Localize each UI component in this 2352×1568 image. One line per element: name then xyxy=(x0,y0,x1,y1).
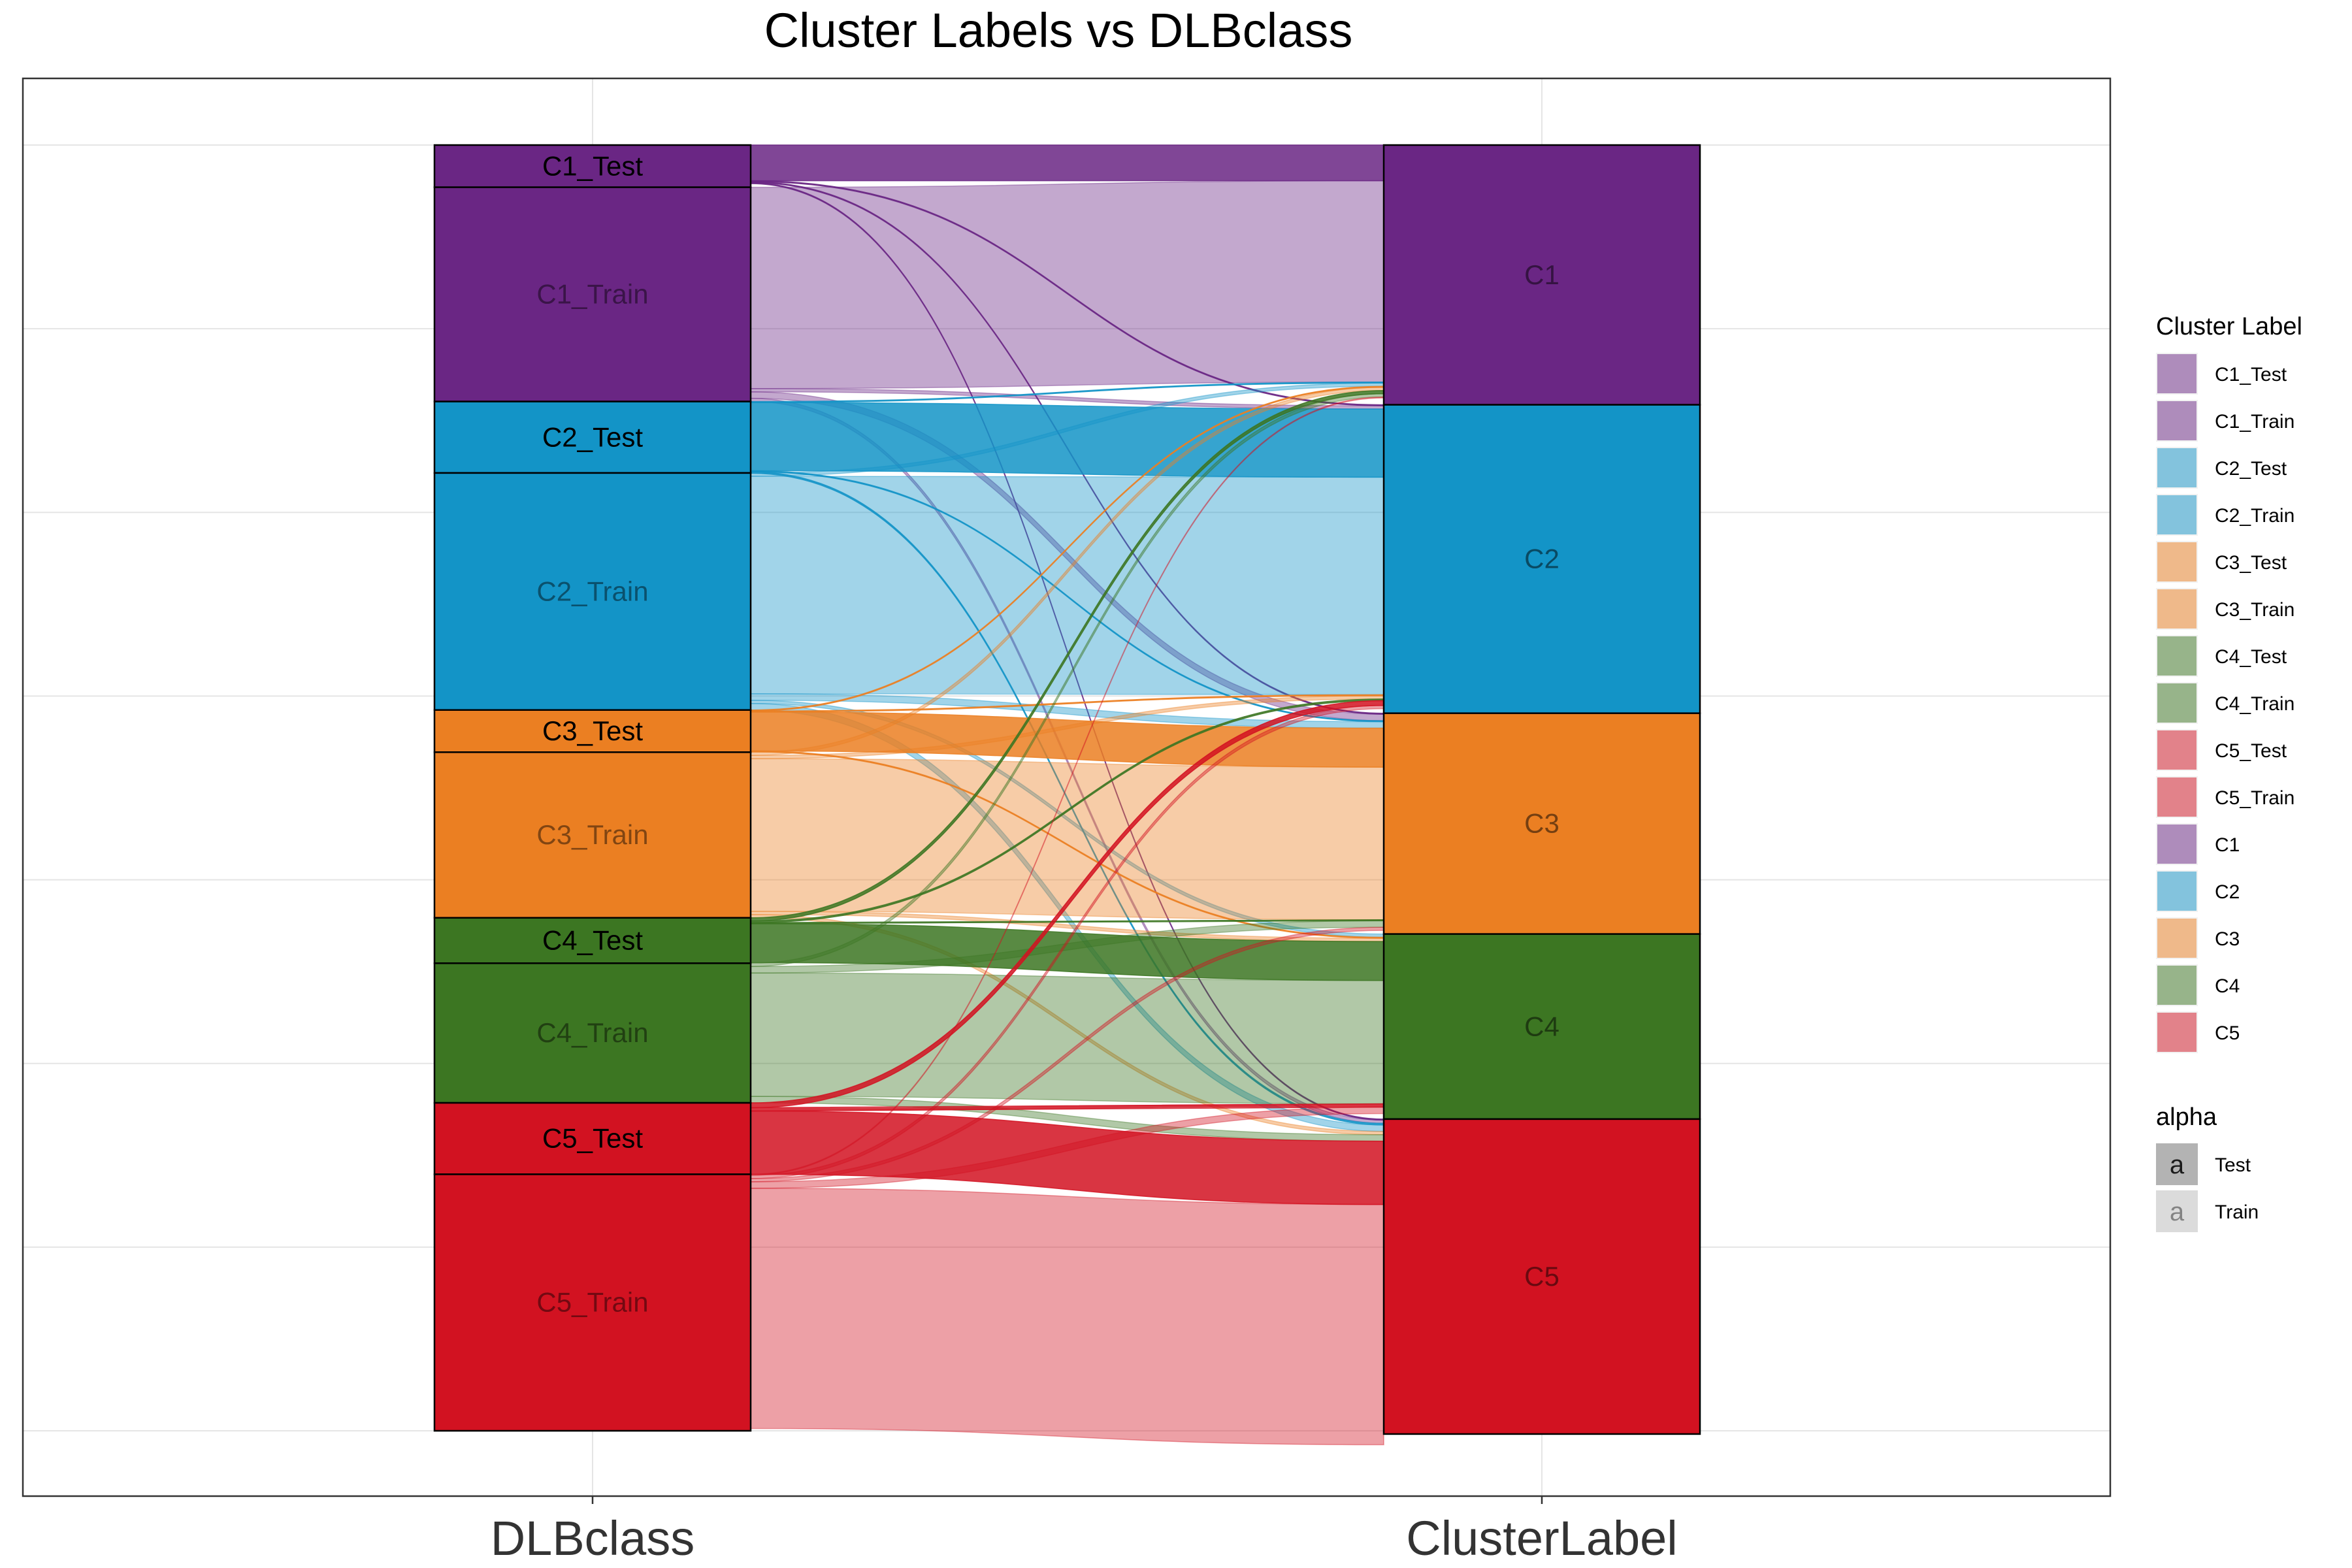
flow-c3-train-to-c3 xyxy=(750,758,1384,921)
legend-swatch-c2 xyxy=(2157,872,2197,911)
stratum-label-c2-train: C2_Train xyxy=(536,576,648,606)
stratum-c4 xyxy=(1382,933,1701,1120)
legend-swatch-c1-test xyxy=(2157,354,2197,393)
stratum-label-c5-train: C5_Train xyxy=(536,1287,648,1318)
legend-alpha-label-test: Test xyxy=(2215,1154,2251,1176)
legend-label-c3: C3 xyxy=(2215,928,2240,950)
legend: Cluster Label C1_Test C1_Train C2_Test C2_Tr… xyxy=(2156,313,2302,1232)
stratum-c2-test xyxy=(433,400,752,474)
stratum-c2 xyxy=(1382,404,1701,714)
stratum-label-c2-test: C2_Test xyxy=(542,421,643,452)
stratum-label-c3-test: C3_Test xyxy=(542,715,643,746)
legend-label-c5: C5 xyxy=(2215,1022,2240,1044)
legend-title-alpha: alpha xyxy=(2156,1103,2217,1131)
panel-border xyxy=(22,77,2112,1497)
stratum-label-c4: C4 xyxy=(1524,1011,1560,1041)
legend-label-c2: C2 xyxy=(2215,881,2240,903)
legend-swatch-c4-train xyxy=(2157,683,2197,723)
stratum-label-c1-test: C1_Test xyxy=(542,150,643,181)
legend-swatch-c2-test xyxy=(2157,448,2197,487)
stratum-label-c4-train: C4_Train xyxy=(536,1017,648,1048)
stratum-c1-test xyxy=(433,144,752,188)
legend-label-c3-test: C3_Test xyxy=(2215,552,2287,574)
flow-c4-train-to-c4 xyxy=(750,972,1384,1105)
legend-swatch-c1 xyxy=(2157,825,2197,864)
stratum-c2-train xyxy=(433,472,752,711)
strata: C1_Test C1_Train C2_Test C2_Train C3_Test C3_… xyxy=(22,77,2112,1497)
legend-alpha-glyph-train: a xyxy=(2170,1198,2185,1226)
stratum-c5 xyxy=(1382,1118,1701,1435)
stratum-c3-train xyxy=(433,751,752,919)
legend-swatch-c2-train xyxy=(2157,495,2197,534)
stratum-label-c1-train: C1_Train xyxy=(536,279,648,310)
legend-alpha-key-train xyxy=(2156,1190,2198,1232)
legend-label-c1-test: C1_Test xyxy=(2215,364,2287,385)
legend-label-c2-train: C2_Train xyxy=(2215,505,2295,527)
flow-c1-test-to-c1 xyxy=(750,144,1384,182)
stratum-label-c3-train: C3_Train xyxy=(536,819,648,850)
flow-c2-train-to-c2 xyxy=(750,476,1384,696)
legend-swatch-c5-test xyxy=(2157,730,2197,770)
legend-label-c1-train: C1_Train xyxy=(2215,411,2295,433)
stratum-label-c3: C3 xyxy=(1524,808,1560,839)
x-axis-tick-label-dlbclass: DLBclass xyxy=(491,1511,695,1565)
legend-label-c4: C4 xyxy=(2215,975,2240,997)
legend-alpha-label-train: Train xyxy=(2215,1201,2259,1223)
legend-swatch-c4 xyxy=(2157,966,2197,1005)
chart-title: Cluster Labels vs DLBclass xyxy=(764,3,1353,57)
legend-label-c4-test: C4_Test xyxy=(2215,646,2287,668)
stratum-label-c5: C5 xyxy=(1524,1261,1560,1292)
x-axis: DLBclass ClusterLabel xyxy=(491,1496,1678,1565)
legend-swatch-c4-test xyxy=(2157,636,2197,676)
legend-swatch-c3-train xyxy=(2157,589,2197,629)
legend-title-cluster-label: Cluster Label xyxy=(2156,313,2302,340)
legend-swatch-c3-test xyxy=(2157,542,2197,581)
x-axis-tick-label-clusterlabel: ClusterLabel xyxy=(1406,1511,1677,1565)
stratum-label-c1: C1 xyxy=(1524,259,1560,290)
flow-c1-train-to-c1 xyxy=(750,180,1384,389)
stratum-c5-train xyxy=(433,1173,752,1432)
stratum-c1 xyxy=(1382,144,1701,406)
legend-label-c3-train: C3_Train xyxy=(2215,599,2295,621)
flow-c5-train-to-c5 xyxy=(750,1188,1384,1446)
stratum-label-c4-test: C4_Test xyxy=(542,925,643,956)
legend-label-c4-train: C4_Train xyxy=(2215,693,2295,715)
legend-label-c2-test: C2_Test xyxy=(2215,458,2287,480)
legend-label-c1: C1 xyxy=(2215,834,2240,856)
legend-label-c5-test: C5_Test xyxy=(2215,740,2287,762)
stratum-label-c5-test: C5_Test xyxy=(542,1123,643,1154)
legend-swatch-c3 xyxy=(2157,919,2197,958)
stratum-label-c2: C2 xyxy=(1524,544,1560,574)
legend-label-c5-train: C5_Train xyxy=(2215,787,2295,809)
legend-swatch-c5 xyxy=(2157,1013,2197,1052)
legend-alpha-glyph-test: a xyxy=(2170,1151,2185,1179)
legend-swatch-c5-train xyxy=(2157,777,2197,817)
stratum-c3-test xyxy=(433,709,752,753)
legend-alpha-key-test xyxy=(2156,1143,2198,1185)
legend-swatch-c1-train xyxy=(2157,401,2197,440)
stratum-c1-train xyxy=(433,186,752,402)
stratum-c4-train xyxy=(433,962,752,1104)
stratum-c4-test xyxy=(433,917,752,964)
alluvium-flows xyxy=(750,144,1384,1446)
